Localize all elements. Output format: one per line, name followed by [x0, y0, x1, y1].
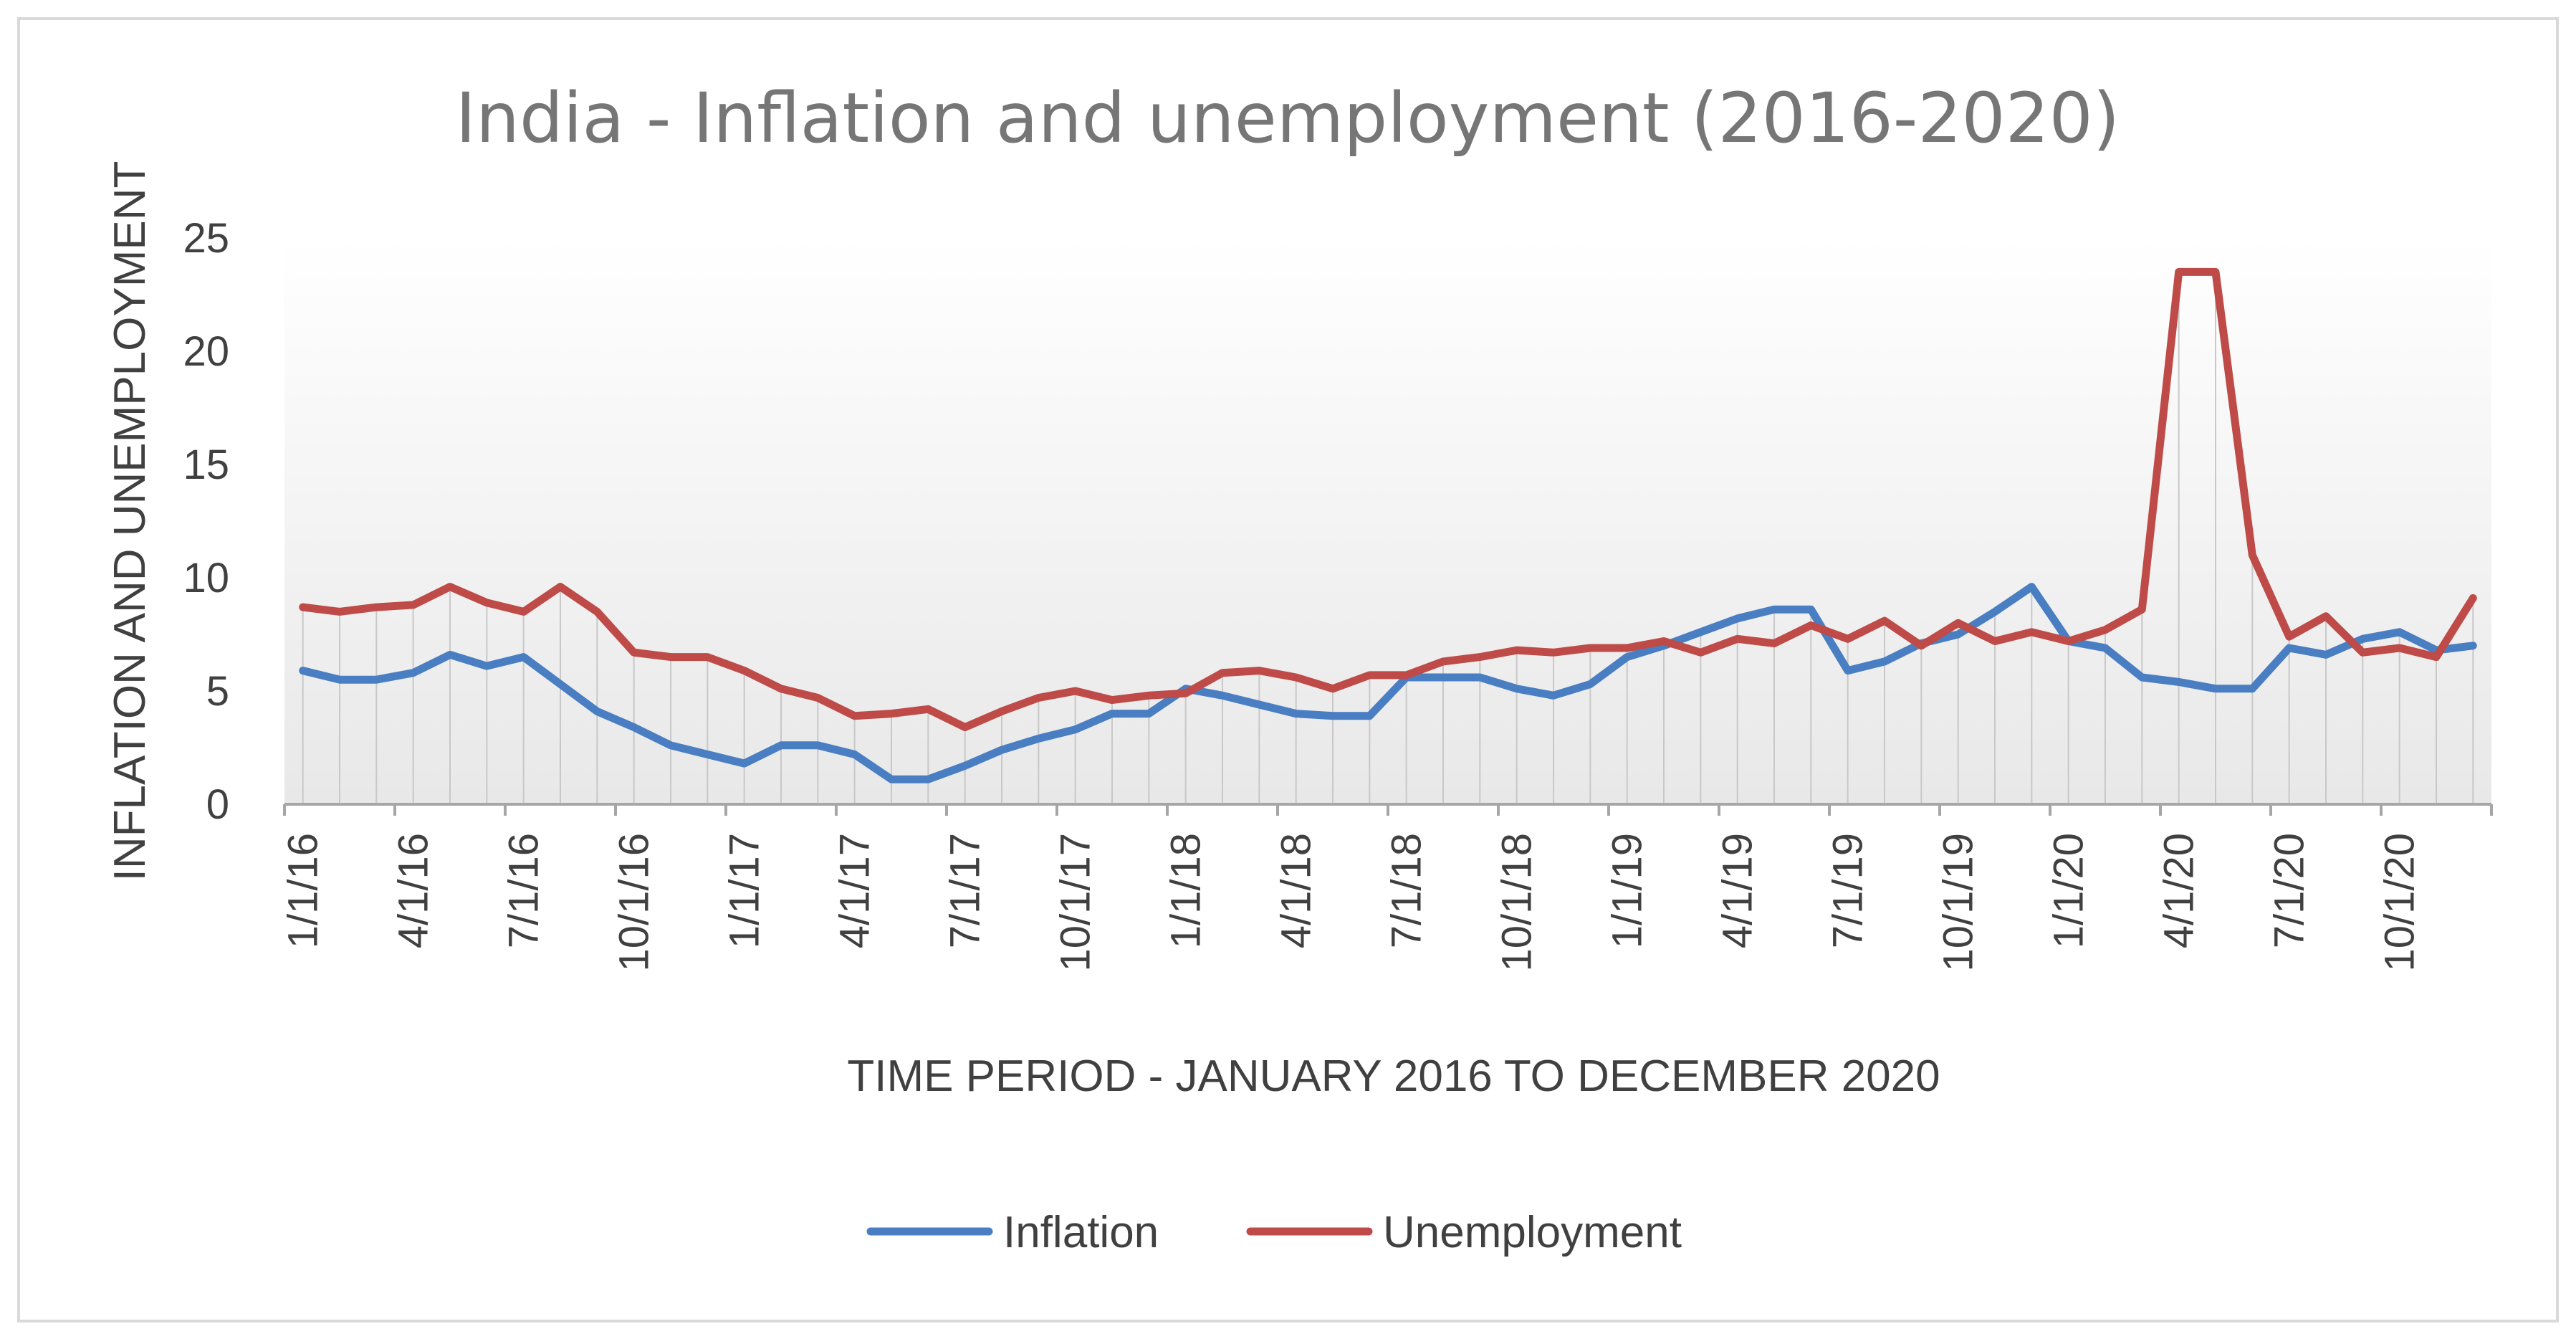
x-tick-label: 1/1/18: [1163, 833, 1210, 948]
x-tick-label: 1/1/17: [722, 833, 768, 948]
x-tick-label: 1/1/16: [280, 833, 327, 948]
y-tick-label: 0: [206, 781, 229, 828]
x-tick-label: 4/1/19: [1715, 833, 1761, 948]
x-tick-label: 10/1/17: [1053, 833, 1099, 972]
x-tick-label: 1/1/19: [1604, 833, 1651, 948]
y-tick-label: 15: [183, 442, 229, 488]
x-tick-label: 10/1/19: [1935, 833, 1982, 972]
x-tick-label: 7/1/16: [501, 833, 547, 948]
x-tick-label: 7/1/17: [942, 833, 989, 948]
x-tick-label: 7/1/20: [2266, 833, 2313, 948]
x-tick-label: 4/1/20: [2156, 833, 2203, 948]
x-axis-title: TIME PERIOD - JANUARY 2016 TO DECEMBER 2…: [847, 1052, 1940, 1101]
legend-label-unemployment: Unemployment: [1383, 1208, 1682, 1257]
x-tick-label: 4/1/16: [391, 833, 437, 948]
x-tick-label: 10/1/16: [611, 833, 658, 972]
y-tick-label: 5: [206, 668, 229, 715]
chart-title: India - Inflation and unemployment (2016…: [456, 78, 2120, 158]
x-tick-label: 4/1/17: [832, 833, 878, 948]
x-tick-label: 4/1/18: [1273, 833, 1320, 948]
y-tick-label: 25: [183, 215, 229, 262]
y-axis-ticks: 0 5 10 15 20 25: [183, 215, 229, 828]
series-lines: [299, 267, 2477, 783]
legend: Inflation Unemployment: [866, 1208, 1682, 1257]
x-tick-label: 7/1/18: [1384, 833, 1430, 948]
x-tick-label: 10/1/18: [1494, 833, 1541, 972]
series-line-inflation: [299, 583, 2477, 783]
y-tick-label: 10: [183, 555, 229, 601]
x-axis-ticks: 1/1/16 4/1/16 7/1/16 10/1/16 1/1/17 4/1/17 7/1…: [280, 833, 2423, 972]
x-tick-label: 10/1/20: [2377, 833, 2423, 972]
y-axis-title: INFLATION AND UNEMPLOYMENT: [105, 161, 155, 882]
x-axis: [283, 803, 2493, 816]
plot-area-background: [284, 238, 2491, 804]
series-line-unemployment: [299, 267, 2477, 732]
drop-lines: [302, 272, 2474, 804]
x-tick-label: 1/1/20: [2046, 833, 2092, 948]
y-tick-label: 20: [183, 328, 229, 375]
legend-label-inflation: Inflation: [1003, 1208, 1159, 1257]
x-tick-label: 7/1/19: [1825, 833, 1872, 948]
